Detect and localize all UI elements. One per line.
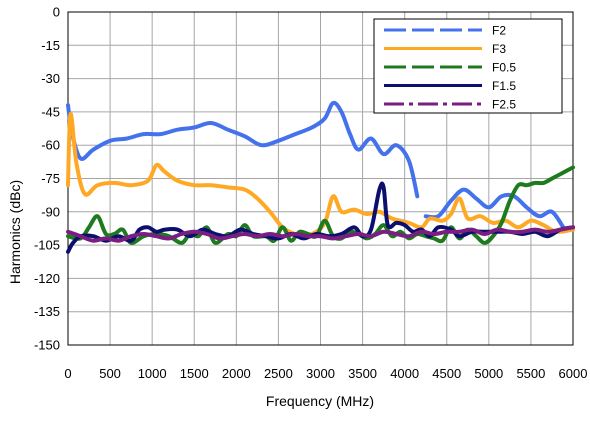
y-tick-label: -90 xyxy=(41,204,60,219)
y-tick-label: -30 xyxy=(41,71,60,86)
x-axis-tick-labels: 0 500 1000 1500 2000 2500 3000 3500 4000 4500 5000… xyxy=(64,366,587,381)
series-lines xyxy=(66,100,575,254)
series-line-f2 xyxy=(423,187,567,232)
y-tick-label: -120 xyxy=(34,271,60,286)
x-tick-label: 3500 xyxy=(348,366,377,381)
x-tick-label: 1000 xyxy=(138,366,167,381)
y-tick-label: -60 xyxy=(41,138,60,153)
y-tick-label: -150 xyxy=(34,338,60,353)
x-tick-label: 6000 xyxy=(559,366,588,381)
legend-label-f1-5: F1.5 xyxy=(492,79,516,93)
legend-label-f2-5: F2.5 xyxy=(492,98,516,112)
y-tick-label: -105 xyxy=(34,238,60,253)
x-tick-label: 2500 xyxy=(264,366,293,381)
y-tick-label: -135 xyxy=(34,304,60,319)
x-tick-label: 5000 xyxy=(474,366,503,381)
y-tick-label: -15 xyxy=(41,38,60,53)
legend: F2 F3 F0.5 F1.5 F2.5 xyxy=(373,18,563,114)
x-tick-label: 3000 xyxy=(306,366,335,381)
y-axis-tick-labels: 0 -15 -30 -45 -60 -75 -90 -105 -120 -135 -150 xyxy=(34,5,60,353)
series-line-f2 xyxy=(66,100,420,199)
x-tick-label: 4500 xyxy=(432,366,461,381)
legend-label-f2: F2 xyxy=(492,24,506,38)
series-line-f2-5 xyxy=(66,225,575,243)
y-tick-label: -45 xyxy=(41,104,60,119)
x-tick-label: 0 xyxy=(64,366,71,381)
x-tick-label: 2000 xyxy=(222,366,251,381)
y-axis-label: Harmonics (dBc) xyxy=(7,180,23,284)
x-tick-label: 5500 xyxy=(516,366,545,381)
series-line-f3 xyxy=(66,112,575,238)
legend-label-f3: F3 xyxy=(492,42,506,56)
x-tick-label: 500 xyxy=(99,366,121,381)
x-axis-label: Frequency (MHz) xyxy=(266,393,374,409)
y-tick-label: -75 xyxy=(41,171,60,186)
y-tick-label: 0 xyxy=(53,5,60,20)
x-tick-label: 1500 xyxy=(180,366,209,381)
legend-label-f0-5: F0.5 xyxy=(492,61,516,75)
x-tick-label: 4000 xyxy=(390,366,419,381)
